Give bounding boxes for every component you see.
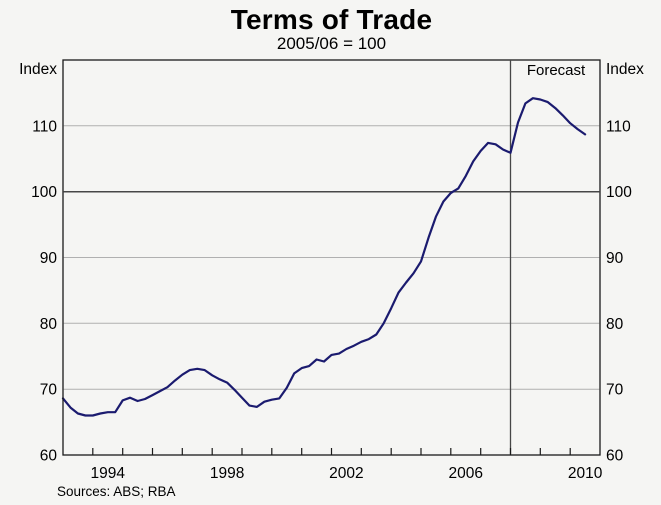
y-axis-label-right-70: 70 — [606, 382, 624, 399]
forecast-region-label: Forecast — [526, 62, 586, 79]
x-axis-label-2010: 2010 — [568, 465, 603, 482]
y-axis-label-left-70: 70 — [40, 382, 58, 399]
chart-subtitle: 2005/06 = 100 — [276, 34, 387, 53]
y-axis-label-right-90: 90 — [606, 250, 624, 267]
y-axis-label-left-90: 90 — [40, 250, 58, 267]
source-note: Sources: ABS; RBA — [57, 484, 176, 499]
y-axis-label-left-60: 60 — [40, 448, 58, 465]
y-axis-label-right-60: 60 — [606, 448, 624, 465]
y-axis-unit-label-left: Index — [19, 61, 57, 78]
x-axis-label-1998: 1998 — [210, 465, 244, 482]
y-axis-label-left-80: 80 — [40, 316, 58, 333]
y-axis-unit-label-right: Index — [606, 61, 644, 78]
chart-title: Terms of Trade — [230, 4, 433, 35]
y-axis-label-left-110: 110 — [32, 118, 57, 135]
x-axis-label-2006: 2006 — [449, 465, 483, 482]
terms-of-trade-line — [61, 97, 587, 417]
y-axis-label-right-80: 80 — [606, 316, 624, 333]
y-axis-label-left-100: 100 — [31, 184, 57, 201]
x-axis-label-2002: 2002 — [329, 465, 363, 482]
plot-frame — [62, 59, 601, 456]
y-axis-label-right-110: 110 — [606, 118, 631, 135]
y-axis-label-right-100: 100 — [606, 184, 632, 201]
x-axis-label-1994: 1994 — [91, 465, 126, 482]
